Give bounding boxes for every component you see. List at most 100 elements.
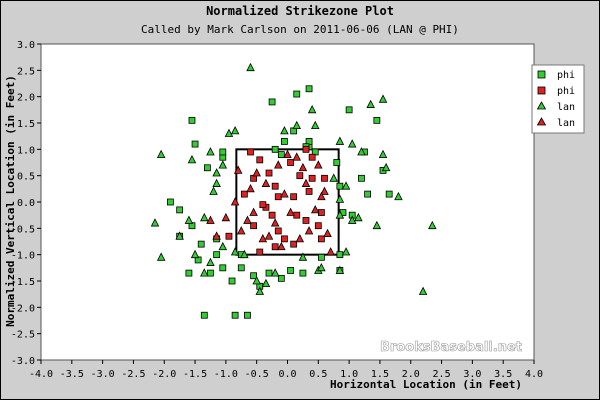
pitch-point-lan-3: [249, 207, 258, 216]
x-tick-label: -1.0: [214, 369, 238, 380]
pitch-point-lan-3: [286, 207, 295, 216]
pitch-point-phi-1: [302, 145, 310, 153]
pitch-point-phi-0: [336, 251, 344, 259]
pitch-point-phi-0: [358, 174, 365, 182]
pitch-point-phi-0: [317, 253, 325, 261]
pitch-point-lan-3: [261, 178, 271, 187]
pitch-point-lan-2: [298, 252, 308, 261]
pitch-point-phi-0: [244, 311, 251, 319]
pitch-point-phi-0: [219, 264, 227, 272]
pitch-point-lan-3: [304, 226, 314, 235]
pitch-point-lan-3: [237, 226, 246, 235]
pitch-point-lan-3: [212, 231, 221, 240]
x-tick-label: -0.5: [245, 369, 269, 380]
pitch-point-phi-1: [314, 222, 322, 230]
y-tick-label: 3.0: [17, 40, 35, 51]
pitch-point-lan-2: [378, 149, 388, 159]
pitch-point-lan-2: [212, 178, 221, 187]
legend-square-red-icon: [537, 86, 546, 95]
pitch-point-lan-2: [252, 276, 261, 285]
pitch-point-phi-0: [231, 311, 239, 319]
x-tick-label: 4.0: [525, 369, 543, 380]
pitch-point-phi-0: [176, 206, 184, 214]
x-axis-label: Horizontal Location (in Feet): [330, 378, 522, 391]
x-tick-label: 0.5: [309, 369, 327, 380]
y-tick-label: 1.0: [17, 145, 35, 156]
pitch-point-lan-3: [301, 178, 311, 187]
pitch-point-lan-3: [258, 233, 268, 243]
y-tick-label: 2.0: [17, 93, 35, 104]
pitch-point-phi-0: [364, 190, 372, 198]
pitch-point-lan-2: [378, 94, 388, 103]
pitch-point-phi-1: [293, 211, 301, 219]
pitch-point-lan-2: [335, 194, 345, 203]
pitch-point-phi-1: [274, 227, 282, 235]
chart-title: Normalized Strikezone Plot: [206, 4, 394, 18]
pitch-markers: [150, 62, 437, 319]
x-tick-label: -1.5: [183, 369, 207, 380]
pitch-point-phi-0: [299, 269, 307, 277]
pitch-point-lan-2: [150, 218, 160, 227]
pitch-point-phi-0: [197, 240, 205, 248]
pitch-point-phi-1: [271, 243, 279, 251]
y-tick-label: 1.5: [17, 119, 35, 130]
pitch-point-lan-3: [317, 191, 326, 201]
y-tick-label: 2.5: [17, 66, 35, 77]
x-tick-label: 2.0: [402, 369, 420, 380]
pitch-point-phi-0: [293, 90, 301, 98]
pitch-point-phi-1: [256, 156, 264, 164]
x-tick-label: -3.5: [60, 369, 84, 380]
legend-label: lan: [557, 102, 575, 113]
pitch-point-lan-2: [184, 215, 194, 224]
pitch-point-phi-1: [305, 188, 313, 195]
pitch-point-phi-0: [385, 190, 393, 198]
legend-triangle-red-icon: [536, 117, 547, 126]
pitch-point-phi-0: [305, 85, 313, 93]
pitch-point-lan-2: [335, 210, 345, 219]
pitch-point-lan-3: [310, 205, 320, 214]
pitch-point-phi-1: [317, 209, 325, 216]
pitch-point-phi-0: [200, 311, 208, 319]
pitch-point-phi-1: [265, 169, 273, 177]
pitch-point-phi-0: [207, 269, 214, 277]
x-tick-label: 0.0: [278, 369, 296, 380]
pitch-point-lan-2: [310, 120, 320, 130]
pitch-point-lan-2: [307, 104, 317, 114]
pitch-point-lan-3: [206, 215, 215, 224]
pitch-point-lan-2: [270, 268, 280, 277]
pitch-point-phi-0: [188, 116, 196, 124]
y-tick-label: -1.0: [11, 251, 35, 262]
pitch-point-lan-2: [335, 265, 345, 274]
x-tick-label: -3.0: [91, 369, 115, 380]
pitch-point-lan-3: [280, 189, 289, 198]
pitch-point-phi-0: [203, 164, 211, 172]
pitch-point-phi-1: [247, 148, 254, 156]
pitch-point-lan-3: [323, 228, 332, 238]
pitch-point-lan-3: [243, 215, 252, 224]
pitch-point-phi-0: [191, 140, 199, 148]
pitch-point-lan-2: [218, 160, 228, 169]
pitch-point-lan-3: [230, 197, 240, 206]
pitch-point-lan-2: [156, 252, 166, 261]
pitch-point-phi-1: [259, 201, 267, 209]
y-tick-label: 0.5: [17, 172, 35, 183]
pitch-point-lan-3: [270, 218, 280, 227]
pitch-point-lan-3: [295, 233, 305, 243]
watermark-logo: BrooksBaseball.net: [380, 340, 522, 355]
pitch-point-lan-2: [280, 126, 289, 135]
pitch-point-phi-1: [268, 211, 276, 219]
pitch-point-lan-2: [261, 278, 271, 288]
pitch-point-lan-2: [428, 220, 437, 230]
pitch-point-lan-3: [252, 168, 261, 177]
x-tick-label: -2.0: [152, 369, 176, 380]
pitch-point-lan-2: [246, 62, 255, 72]
plot-area: [40, 43, 535, 361]
pitch-point-lan-2: [347, 215, 357, 224]
pitch-point-phi-0: [228, 277, 236, 285]
pitch-point-phi-1: [287, 159, 294, 166]
pitch-point-phi-0: [167, 198, 174, 206]
pitch-point-phi-0: [333, 159, 341, 166]
pitch-point-phi-0: [237, 264, 245, 272]
pitch-point-lan-2: [372, 220, 382, 230]
pitch-point-lan-3: [277, 241, 286, 251]
